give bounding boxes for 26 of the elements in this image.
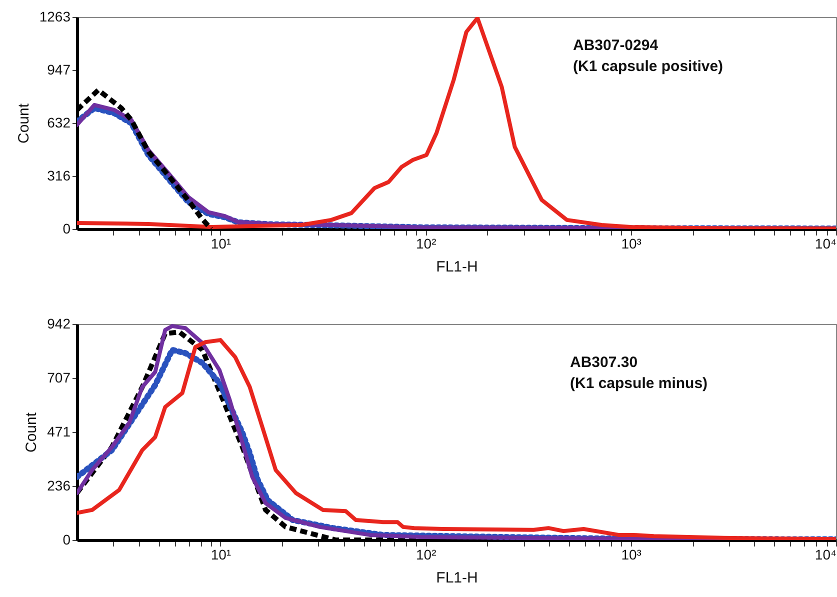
- x-tick-label: 10⁴: [814, 546, 836, 562]
- y-tick-label: 316: [47, 167, 71, 184]
- x-tick-label: 10²: [416, 236, 437, 252]
- y-tick-label: 236: [47, 477, 71, 494]
- x-tick-label: 10⁴: [814, 236, 836, 252]
- y-tick-label: 0: [62, 532, 71, 548]
- x-tick-label: 10¹: [210, 546, 232, 562]
- y-tick-label: 632: [47, 114, 71, 130]
- annotation: (K1 capsule positive): [573, 58, 724, 75]
- annotation: (K1 capsule minus): [570, 375, 708, 392]
- x-tick-label: 10¹: [210, 236, 232, 252]
- y-tick-label: 0: [62, 220, 71, 236]
- y-tick-label: 942: [47, 316, 71, 332]
- y-axis-title: Count: [15, 102, 32, 144]
- x-tick-label: 10²: [416, 546, 437, 562]
- x-axis-title: FL1-H: [436, 258, 478, 276]
- x-tick-label: 10³: [621, 236, 642, 252]
- annotation: AB307-0294: [573, 37, 659, 54]
- x-tick-label: 10³: [621, 546, 642, 562]
- y-tick-label: 707: [47, 369, 71, 386]
- x-axis-title: FL1-H: [436, 570, 478, 586]
- annotation: AB307.30: [570, 354, 638, 371]
- y-tick-label: 947: [47, 62, 71, 78]
- y-tick-label: 1263: [39, 8, 71, 24]
- y-axis-title: Count: [23, 412, 40, 453]
- y-tick-label: 471: [47, 424, 71, 440]
